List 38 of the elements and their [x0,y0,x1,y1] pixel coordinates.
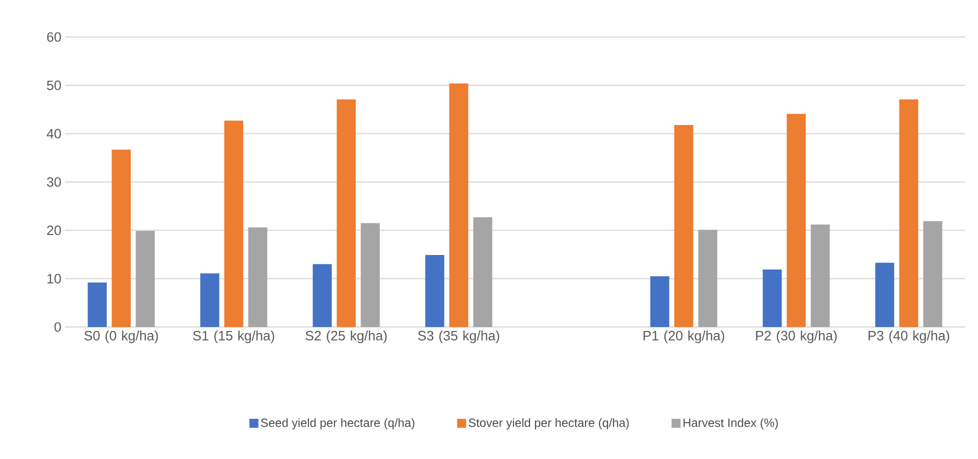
y-tick-label: 30 [46,177,61,187]
x-tick-label: P2 (30 kg/ha) [756,330,837,344]
bar [312,264,332,327]
y-tick-label: 0 [54,322,61,332]
bar [473,217,492,327]
x-tick-label: S3 (35 kg/ha) [418,330,500,344]
bar [360,223,380,327]
bar [88,282,107,327]
bar [875,262,894,327]
y-tick-label: 60 [47,32,61,42]
bar [336,99,356,327]
bar [810,224,830,327]
y-tick-label: 20 [47,226,61,236]
bar [248,227,268,327]
y-tick-label: 40 [46,128,61,138]
x-tick-label: P1 (20 kg/ha) [644,330,724,344]
bar [224,120,244,327]
bar [136,230,155,327]
x-tick-label: P3 (40 kg/ha) [868,330,950,344]
bar [650,276,670,327]
bar [786,114,806,327]
y-tick-label: 50 [46,80,61,90]
bar [923,221,942,327]
legend-label: Harvest Index (%) [684,418,778,430]
x-tick-label: S2 (25 kg/ha) [306,330,387,344]
bar [449,83,468,327]
legend-label: Stover yield per hectare (q/ha) [468,418,629,430]
bar [200,273,220,327]
y-tick-label: 10 [47,274,61,284]
x-tick-label: S0 (0 kg/ha) [84,330,158,344]
bar [112,150,131,327]
bar [899,99,918,327]
bar [762,269,782,327]
bar [698,230,718,327]
legend-label: Seed yield per hectare (q/ha) [260,418,414,430]
bar [425,254,444,327]
x-tick-label: S1 (15 kg/ha) [193,330,274,344]
bar [674,124,694,327]
